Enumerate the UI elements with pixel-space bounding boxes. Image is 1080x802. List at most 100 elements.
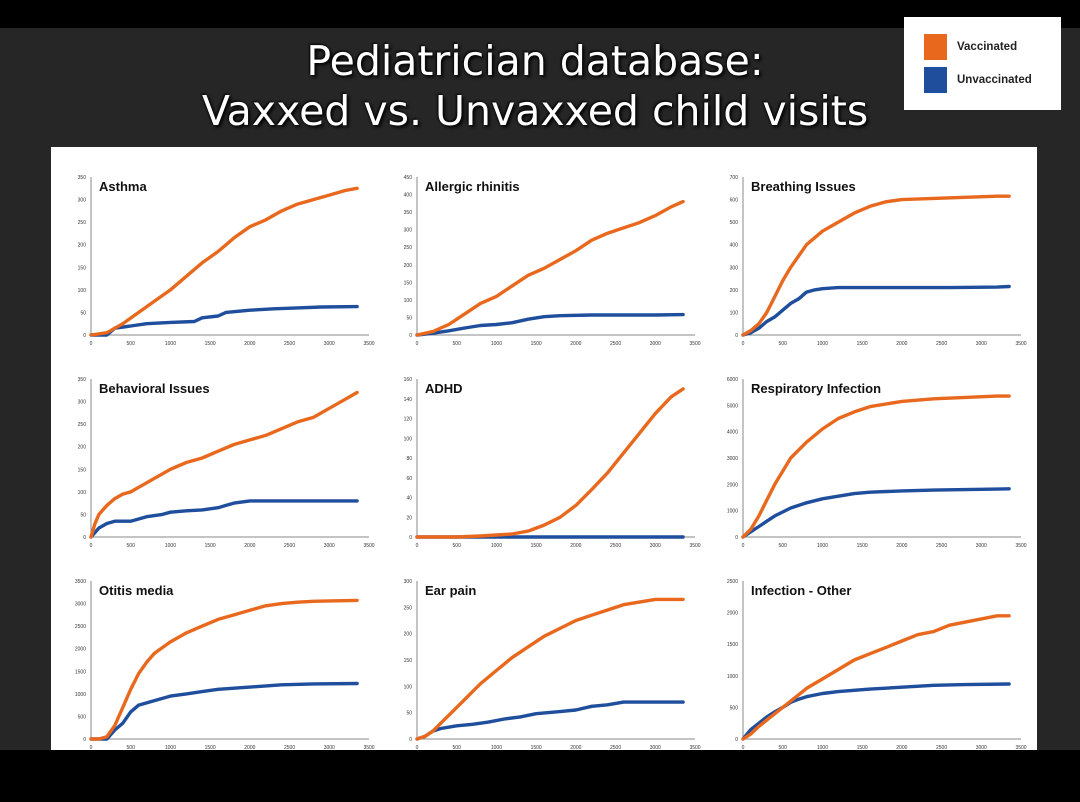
chart-title: Breathing Issues (751, 179, 856, 194)
x-tick-label: 0 (90, 745, 93, 751)
slide-title: Pediatrician database: Vaxxed vs. Unvaxx… (140, 36, 930, 136)
x-tick-label: 1500 (205, 543, 216, 549)
chart-title: Ear pain (425, 583, 476, 598)
y-tick-label: 200 (78, 445, 87, 451)
y-tick-label: 600 (730, 198, 739, 204)
y-tick-label: 0 (735, 737, 738, 743)
y-tick-label: 1000 (727, 674, 738, 680)
x-tick-label: 0 (416, 543, 419, 549)
chart-title: Allergic rhinitis (425, 179, 520, 194)
y-tick-label: 5000 (727, 403, 738, 409)
x-tick-label: 2000 (896, 745, 907, 751)
x-tick-label: 1500 (857, 341, 868, 347)
y-tick-label: 300 (78, 400, 87, 406)
x-tick-label: 2500 (284, 745, 295, 751)
x-tick-label: 1000 (817, 341, 828, 347)
series-line-vaccinated (415, 597, 685, 741)
y-tick-label: 4000 (727, 430, 738, 436)
x-tick-label: 2000 (570, 341, 581, 347)
y-tick-label: 0 (83, 535, 86, 541)
y-tick-label: 500 (730, 220, 739, 226)
y-tick-label: 160 (404, 377, 413, 383)
x-tick-label: 3500 (689, 745, 700, 751)
y-tick-label: 250 (404, 245, 413, 251)
y-tick-label: 1000 (75, 692, 86, 698)
y-tick-label: 2500 (727, 579, 738, 585)
x-tick-label: 2500 (936, 543, 947, 549)
y-tick-label: 0 (735, 535, 738, 541)
y-tick-label: 0 (83, 333, 86, 339)
y-tick-label: 100 (404, 436, 413, 442)
y-tick-label: 300 (78, 198, 87, 204)
x-tick-label: 2500 (610, 745, 621, 751)
y-tick-label: 1500 (727, 642, 738, 648)
y-tick-label: 200 (78, 243, 87, 249)
series-line-unvaccinated (89, 499, 359, 539)
x-tick-label: 3500 (363, 745, 374, 751)
y-tick-label: 50 (406, 315, 412, 321)
x-tick-label: 2500 (936, 341, 947, 347)
y-tick-label: 50 (80, 512, 86, 518)
slide-title-line-2: Vaxxed vs. Unvaxxed child visits (201, 87, 869, 135)
series-line-unvaccinated (89, 681, 359, 741)
x-tick-label: 500 (779, 543, 788, 549)
chart-panel: 0 50 100 150 200 250 300 350 0 500 1000 1500 2000 250… (51, 147, 1037, 753)
y-tick-label: 3500 (75, 579, 86, 585)
x-tick-label: 1000 (817, 543, 828, 549)
y-tick-label: 350 (78, 377, 87, 383)
chart-infection-other: 0 500 1000 1500 2000 2500 0 500 1000 1500 2000 2500… (727, 579, 1027, 751)
x-tick-label: 2500 (610, 543, 621, 549)
x-tick-label: 2000 (244, 745, 255, 751)
x-tick-label: 1500 (857, 543, 868, 549)
x-tick-label: 3500 (1015, 341, 1026, 347)
y-tick-label: 100 (78, 490, 87, 496)
x-tick-label: 2000 (896, 543, 907, 549)
x-tick-label: 500 (779, 745, 788, 751)
chart-adhd: 0 20 40 60 80 100 120 140 160 0 500 1000 1500 2000 250… (404, 377, 701, 549)
x-tick-label: 3000 (650, 543, 661, 549)
x-tick-label: 1500 (857, 745, 868, 751)
x-tick-label: 500 (127, 341, 136, 347)
x-tick-label: 1000 (817, 745, 828, 751)
y-tick-label: 350 (404, 210, 413, 216)
x-tick-label: 3500 (1015, 543, 1026, 549)
y-tick-label: 2000 (727, 611, 738, 617)
x-tick-label: 2500 (284, 543, 295, 549)
x-tick-label: 3000 (324, 543, 335, 549)
y-tick-label: 700 (730, 175, 739, 181)
y-tick-label: 250 (404, 605, 413, 611)
y-tick-label: 1000 (727, 509, 738, 515)
chart-title: Asthma (99, 179, 147, 194)
bottom-bar (0, 750, 1080, 802)
y-tick-label: 400 (730, 243, 739, 249)
series-line-unvaccinated (415, 700, 685, 741)
x-tick-label: 0 (90, 543, 93, 549)
y-tick-label: 2000 (75, 647, 86, 653)
slide-title-line-1: Pediatrician database: (306, 37, 764, 85)
y-tick-label: 50 (406, 711, 412, 717)
x-tick-label: 3000 (976, 745, 987, 751)
y-tick-label: 500 (730, 705, 739, 711)
series-line-vaccinated (415, 387, 685, 539)
x-tick-label: 3500 (689, 543, 700, 549)
series-line-vaccinated (415, 199, 685, 337)
x-tick-label: 0 (742, 543, 745, 549)
series-line-vaccinated (89, 390, 359, 539)
chart-title: Otitis media (99, 583, 174, 598)
legend-label-unvaccinated: Unvaccinated (957, 74, 1032, 86)
x-tick-label: 1000 (491, 543, 502, 549)
x-tick-label: 1500 (205, 341, 216, 347)
y-tick-label: 200 (404, 632, 413, 638)
x-tick-label: 500 (453, 745, 462, 751)
x-tick-label: 3000 (976, 341, 987, 347)
y-tick-label: 3000 (75, 602, 86, 608)
x-tick-label: 0 (416, 341, 419, 347)
x-tick-label: 500 (453, 341, 462, 347)
chart-title: Respiratory Infection (751, 381, 881, 396)
y-tick-label: 20 (406, 515, 412, 521)
x-tick-label: 3500 (363, 543, 374, 549)
series-line-vaccinated (741, 194, 1011, 337)
chart-otitis-media: 0 500 1000 1500 2000 2500 3000 3500 0 500 1000 1500… (75, 579, 375, 751)
